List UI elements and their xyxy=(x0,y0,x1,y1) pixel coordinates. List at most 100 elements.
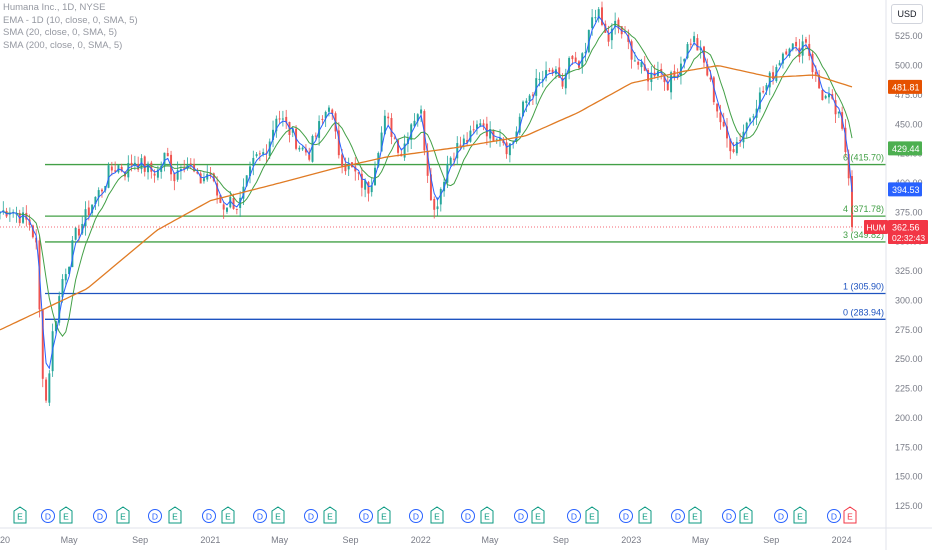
candle-body[interactable] xyxy=(660,68,663,72)
candle-body[interactable] xyxy=(387,116,390,119)
earnings-marker[interactable]: E xyxy=(430,506,444,524)
candle-body[interactable] xyxy=(377,153,380,167)
candle-body[interactable] xyxy=(74,227,77,240)
candle-body[interactable] xyxy=(285,116,288,123)
candle-body[interactable] xyxy=(752,116,755,118)
candle-body[interactable] xyxy=(298,147,301,150)
candle-body[interactable] xyxy=(778,62,781,66)
dividend-marker[interactable]: D xyxy=(619,509,633,523)
candle-body[interactable] xyxy=(686,44,689,58)
candle-body[interactable] xyxy=(436,206,439,210)
candle-body[interactable] xyxy=(397,140,400,153)
candle-body[interactable] xyxy=(281,118,284,120)
candle-body[interactable] xyxy=(390,118,393,137)
candle-body[interactable] xyxy=(143,156,146,172)
candle-body[interactable] xyxy=(262,152,265,155)
candle-body[interactable] xyxy=(633,60,636,62)
candle-body[interactable] xyxy=(199,173,202,184)
candle-body[interactable] xyxy=(795,41,798,47)
candle-body[interactable] xyxy=(827,94,830,98)
candle-body[interactable] xyxy=(456,143,459,159)
candle-body[interactable] xyxy=(535,78,538,96)
candle-body[interactable] xyxy=(45,379,48,401)
dividend-marker[interactable]: D xyxy=(148,509,162,523)
candle-body[interactable] xyxy=(147,163,150,173)
candle-body[interactable] xyxy=(466,140,469,143)
candle-body[interactable] xyxy=(301,147,304,150)
earnings-marker[interactable]: E xyxy=(13,506,27,524)
candle-body[interactable] xyxy=(84,209,87,227)
candle-body[interactable] xyxy=(706,64,709,76)
dividend-marker[interactable]: D xyxy=(514,509,528,523)
earnings-marker[interactable]: E xyxy=(59,506,73,524)
candle-body[interactable] xyxy=(403,143,406,158)
candle-body[interactable] xyxy=(176,170,179,180)
candle-body[interactable] xyxy=(114,170,117,172)
candle-body[interactable] xyxy=(459,144,462,146)
candle-body[interactable] xyxy=(420,109,423,114)
candle-body[interactable] xyxy=(410,124,413,140)
earnings-marker[interactable]: E xyxy=(739,506,753,524)
candle-body[interactable] xyxy=(502,140,505,143)
candle-body[interactable] xyxy=(153,173,156,176)
candle-body[interactable] xyxy=(225,207,228,212)
candle-body[interactable] xyxy=(383,115,386,134)
candle-body[interactable] xyxy=(617,19,620,29)
candle-body[interactable] xyxy=(729,138,732,152)
candle-body[interactable] xyxy=(541,79,544,81)
candle-body[interactable] xyxy=(604,23,607,33)
candle-body[interactable] xyxy=(416,114,419,122)
candle-body[interactable] xyxy=(249,166,251,177)
legend-sma200[interactable]: SMA (200, close, 0, SMA, 5) xyxy=(3,39,123,51)
candle-body[interactable] xyxy=(110,166,113,171)
candle-body[interactable] xyxy=(170,154,173,175)
candle-body[interactable] xyxy=(716,103,719,112)
candle-body[interactable] xyxy=(610,28,613,41)
dividend-marker[interactable]: D xyxy=(774,509,788,523)
earnings-marker[interactable]: E xyxy=(585,506,599,524)
candle-body[interactable] xyxy=(551,69,554,73)
currency-button[interactable]: USD xyxy=(891,4,923,24)
candle-body[interactable] xyxy=(791,43,794,50)
candle-body[interactable] xyxy=(571,55,574,60)
candle-body[interactable] xyxy=(650,72,653,83)
candle-body[interactable] xyxy=(364,180,367,190)
candle-body[interactable] xyxy=(77,228,80,236)
candle-body[interactable] xyxy=(235,208,238,210)
candle-body[interactable] xyxy=(337,130,340,156)
candle-body[interactable] xyxy=(469,130,472,142)
candle-body[interactable] xyxy=(719,112,722,123)
candle-body[interactable] xyxy=(601,7,603,25)
candle-body[interactable] xyxy=(61,279,64,298)
candle-body[interactable] xyxy=(449,157,452,165)
candle-body[interactable] xyxy=(130,162,133,166)
candle-body[interactable] xyxy=(48,373,51,403)
candle-body[interactable] xyxy=(97,190,100,198)
candle-body[interactable] xyxy=(360,173,363,188)
earnings-marker[interactable]: E xyxy=(688,506,702,524)
dividend-marker[interactable]: D xyxy=(93,509,107,523)
candle-body[interactable] xyxy=(183,168,186,170)
candle-body[interactable] xyxy=(331,109,334,114)
candle-body[interactable] xyxy=(821,90,824,101)
candle-body[interactable] xyxy=(479,123,482,126)
candle-body[interactable] xyxy=(272,129,275,140)
candle-body[interactable] xyxy=(499,138,501,140)
candle-body[interactable] xyxy=(801,41,804,56)
dividend-marker[interactable]: D xyxy=(304,509,318,523)
candle-body[interactable] xyxy=(311,135,314,162)
candle-body[interactable] xyxy=(732,149,735,153)
candle-body[interactable] xyxy=(380,132,383,152)
candle-body[interactable] xyxy=(683,59,686,62)
candle-body[interactable] xyxy=(229,196,232,208)
candle-body[interactable] xyxy=(518,116,521,133)
legend-sma20[interactable]: SMA (20, close, 0, SMA, 5) xyxy=(3,27,118,38)
earnings-marker[interactable]: E xyxy=(377,506,391,524)
candle-body[interactable] xyxy=(762,90,765,93)
candle-body[interactable] xyxy=(275,118,278,132)
candle-body[interactable] xyxy=(772,72,775,80)
candle-body[interactable] xyxy=(522,101,525,117)
candle-body[interactable] xyxy=(594,17,597,19)
